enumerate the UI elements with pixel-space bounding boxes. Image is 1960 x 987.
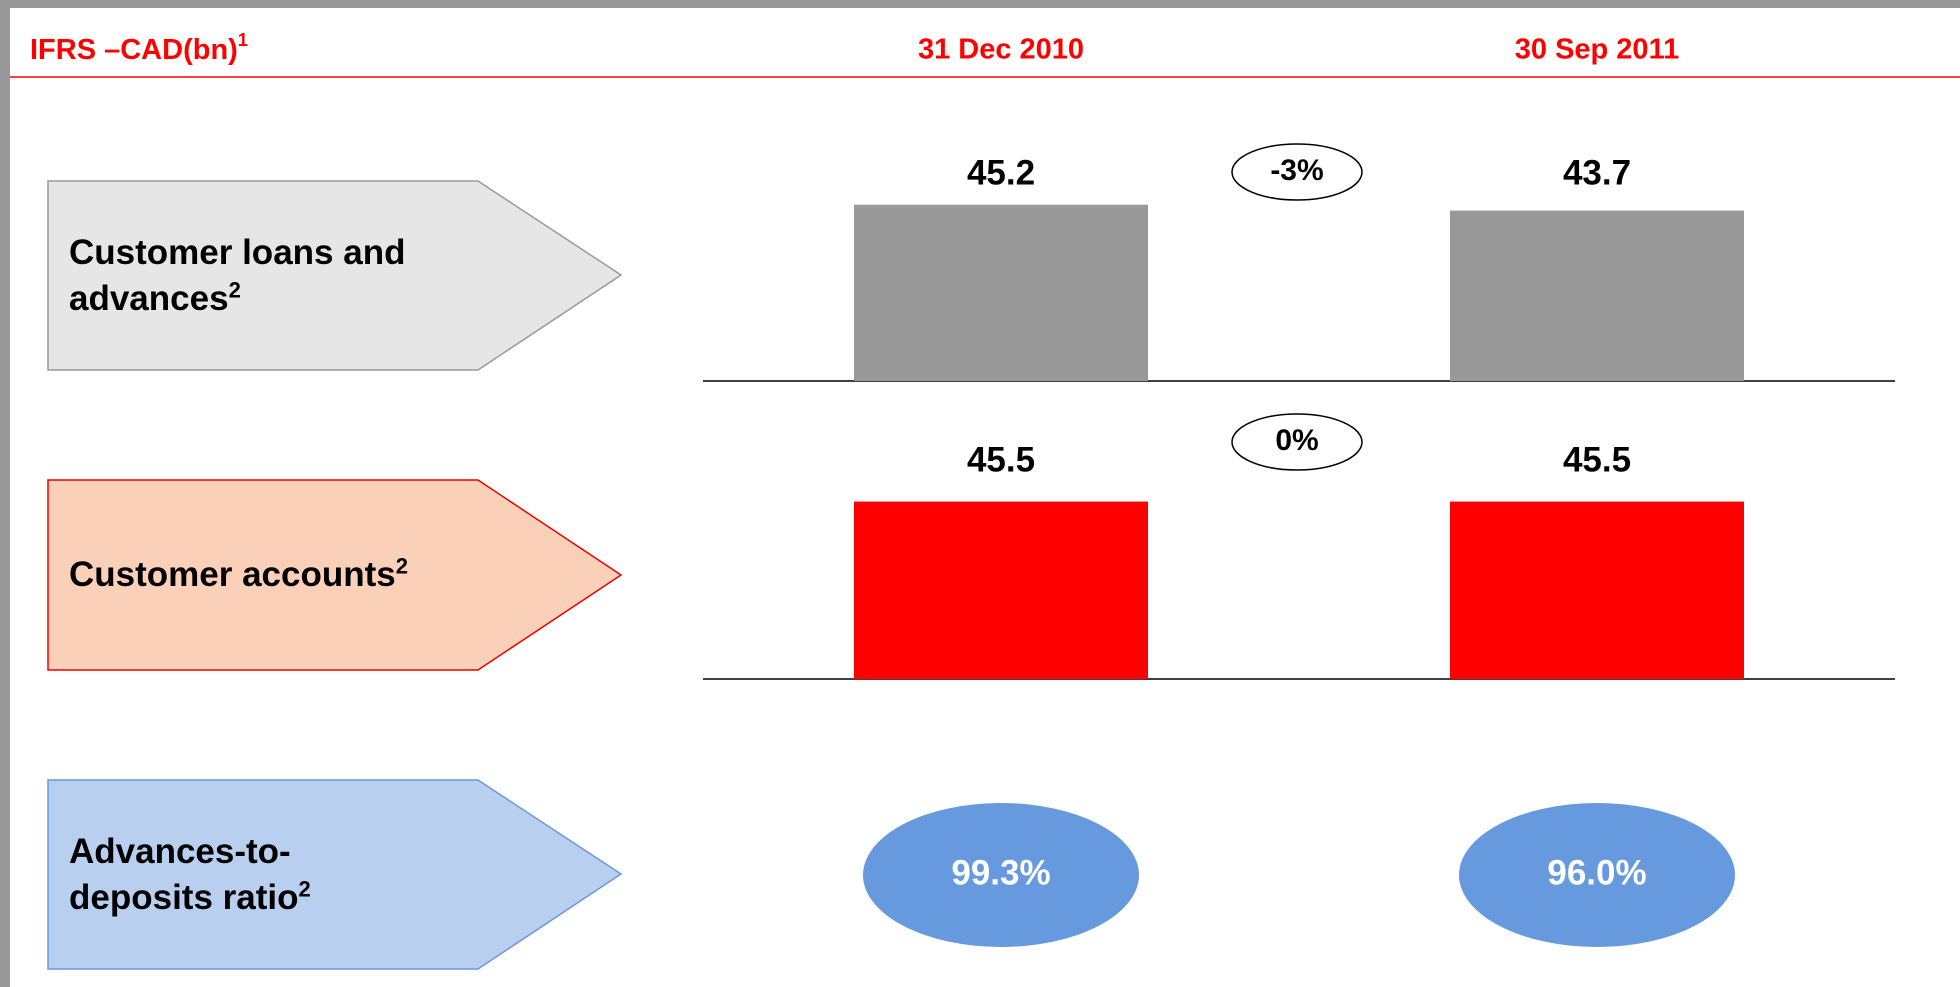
row-label-note: 2: [228, 276, 241, 302]
row-label-text: Customer loans and advances: [69, 233, 406, 318]
bar: [854, 204, 1148, 381]
frame-left: [0, 0, 10, 987]
row-label-text: Customer accounts: [69, 555, 396, 595]
change-label: 0%: [1275, 424, 1318, 457]
change-badge: [1231, 413, 1363, 471]
header-title: IFRS –CAD(bn)1: [30, 30, 248, 66]
bar: [1450, 501, 1744, 679]
change-label: -3%: [1270, 154, 1323, 187]
bar: [854, 501, 1148, 679]
row-label-note: 2: [298, 875, 311, 901]
row-label: Customer loans and advances2: [69, 181, 429, 370]
bar: [1450, 210, 1744, 381]
value-label: 45.2: [967, 153, 1035, 192]
row-label-note: 2: [395, 553, 408, 579]
ratio-label: 99.3%: [951, 853, 1050, 892]
value-label: 45.5: [1563, 440, 1631, 479]
title-text: IFRS –CAD(bn): [30, 34, 238, 66]
value-label: 43.7: [1563, 153, 1631, 192]
row-label-text: Advances-to-deposits ratio: [69, 832, 299, 917]
row-arrow: [47, 779, 623, 970]
change-badge: [1231, 143, 1363, 201]
row-label: Customer accounts2: [69, 480, 589, 670]
row-arrow: [47, 180, 623, 371]
row-label: Advances-to-deposits ratio2: [69, 780, 429, 969]
column-header: 30 Sep 2011: [1515, 34, 1679, 66]
ratio-badge: [1459, 803, 1735, 947]
ratio-label: 96.0%: [1547, 853, 1646, 892]
frame-top: [0, 0, 1960, 8]
column-header: 31 Dec 2010: [918, 34, 1084, 66]
title-note: 1: [238, 30, 248, 50]
value-label: 45.5: [967, 440, 1035, 479]
row-arrow: [47, 479, 623, 671]
ratio-badge: [863, 803, 1139, 947]
